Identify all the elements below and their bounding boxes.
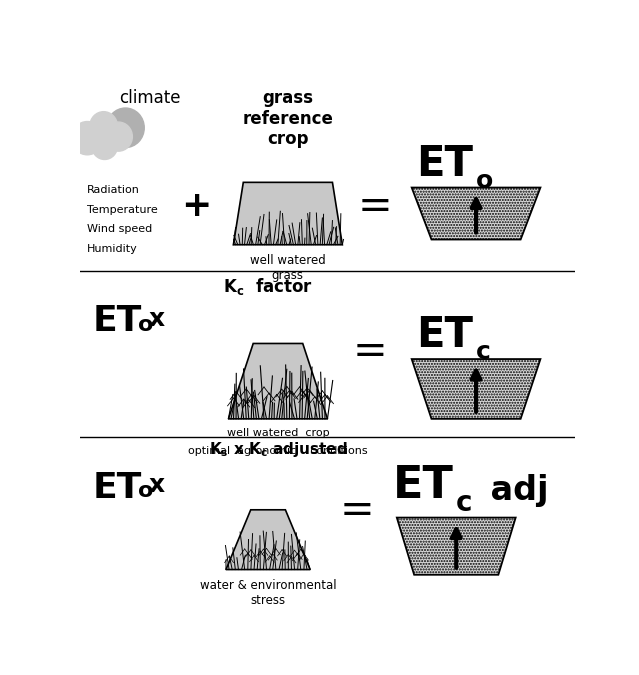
Text: c: c	[476, 340, 491, 364]
Text: ET: ET	[417, 315, 473, 356]
Polygon shape	[226, 510, 310, 570]
Text: Temperature: Temperature	[88, 205, 158, 215]
Text: =: =	[357, 185, 392, 227]
Circle shape	[107, 108, 144, 148]
Text: $\mathbf{K_s}$ x $\mathbf{K_c}$ adjusted: $\mathbf{K_s}$ x $\mathbf{K_c}$ adjusted	[208, 439, 348, 458]
Text: well watered  crop: well watered crop	[227, 428, 329, 438]
Text: Wind speed: Wind speed	[88, 225, 153, 234]
Circle shape	[105, 122, 132, 151]
Text: ET: ET	[92, 471, 142, 505]
Text: ET: ET	[92, 304, 142, 338]
Circle shape	[86, 122, 108, 144]
Circle shape	[92, 132, 118, 159]
Text: well watered
grass: well watered grass	[250, 254, 326, 282]
Polygon shape	[397, 518, 516, 575]
Polygon shape	[412, 188, 541, 240]
Text: c: c	[456, 489, 473, 516]
Text: x: x	[149, 473, 165, 497]
Text: ET: ET	[393, 464, 454, 507]
Polygon shape	[412, 359, 541, 418]
Polygon shape	[229, 344, 328, 418]
Text: x: x	[149, 307, 165, 331]
Text: +: +	[181, 189, 212, 223]
Text: $\mathbf{K_c}$  factor: $\mathbf{K_c}$ factor	[223, 276, 313, 297]
Text: Radiation: Radiation	[88, 185, 140, 195]
Text: climate: climate	[119, 89, 181, 107]
Text: o: o	[138, 315, 154, 335]
Text: grass
reference
crop: grass reference crop	[242, 89, 334, 148]
Circle shape	[72, 122, 103, 155]
Circle shape	[89, 111, 118, 141]
Text: Humidity: Humidity	[88, 244, 138, 254]
Text: optimal  agronomic    conditions: optimal agronomic conditions	[188, 446, 368, 456]
Text: =: =	[352, 330, 387, 373]
Text: o: o	[138, 481, 154, 502]
Text: =: =	[340, 489, 374, 531]
Text: water & environmental
stress: water & environmental stress	[200, 579, 336, 607]
Text: adj: adj	[479, 475, 548, 507]
Text: o: o	[476, 169, 493, 193]
Text: ET: ET	[417, 143, 473, 185]
Polygon shape	[233, 182, 343, 245]
